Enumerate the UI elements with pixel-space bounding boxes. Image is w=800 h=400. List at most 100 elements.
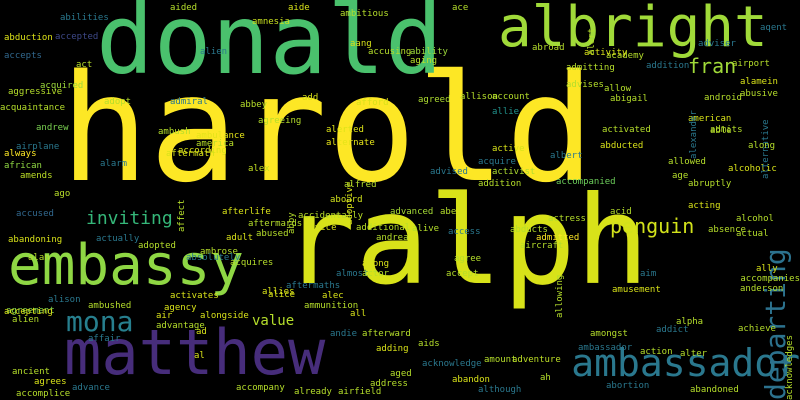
word-always: always bbox=[4, 149, 37, 159]
word-albright: albright bbox=[498, 0, 768, 60]
word-allowing: allowing bbox=[555, 274, 565, 319]
word-abusive: abusive bbox=[740, 89, 778, 99]
word-alex: alex bbox=[248, 164, 270, 174]
word-accomplice: accomplice bbox=[16, 389, 71, 399]
word-abducts: abducts bbox=[510, 225, 548, 235]
word-ability: ability bbox=[410, 47, 448, 57]
word-abused: abused bbox=[256, 229, 289, 239]
word-fran: fran bbox=[688, 54, 737, 78]
word-all: all bbox=[350, 309, 367, 319]
word-african: african bbox=[4, 161, 42, 171]
word-addict: addict bbox=[656, 325, 689, 335]
word-alamein: alamein bbox=[740, 77, 778, 87]
word-activated: activated bbox=[602, 125, 651, 135]
word-access: access bbox=[448, 227, 481, 237]
word-aids: aids bbox=[418, 339, 440, 349]
word-accused: accused bbox=[16, 209, 54, 219]
word-afterward: afterward bbox=[362, 329, 411, 339]
word-alfred: alfred bbox=[344, 180, 377, 190]
word-acquire: acquire bbox=[478, 157, 516, 167]
word-absolutely: absolutely bbox=[186, 253, 241, 263]
word-airfield: airfield bbox=[338, 387, 382, 397]
word-advance: advance bbox=[72, 383, 110, 393]
word-aqent: aqent bbox=[760, 23, 788, 33]
word-aircraft: aircraft bbox=[520, 241, 564, 251]
word-address: address bbox=[370, 379, 408, 389]
word-america: america bbox=[196, 139, 234, 149]
word-ambrose: ambrose bbox=[200, 247, 238, 257]
word-ambulance: ambulance bbox=[196, 131, 245, 141]
word-abruptly: abruptly bbox=[688, 179, 732, 189]
word-admiral: admiral bbox=[170, 97, 208, 107]
word-ambush: ambush bbox=[158, 127, 191, 137]
word-activist: activist bbox=[492, 167, 536, 177]
word-actually: actually bbox=[96, 234, 140, 244]
word-abandoned: abandoned bbox=[690, 385, 739, 395]
word-admits: admits bbox=[710, 125, 743, 135]
word-abigail: abigail bbox=[610, 94, 648, 104]
word-actor: actor bbox=[362, 269, 390, 279]
word-accompanies: accompanies bbox=[740, 274, 800, 284]
word-accepting: accepting bbox=[4, 307, 53, 317]
word-acid: acid bbox=[610, 207, 632, 217]
word-along: along bbox=[748, 141, 776, 151]
word-allison: allison bbox=[460, 92, 498, 102]
word-ambushed: ambushed bbox=[88, 301, 132, 311]
word-alerted: alerted bbox=[326, 125, 364, 135]
word-accidentally: accidentally bbox=[298, 211, 364, 221]
word-aftermaths: aftermaths bbox=[286, 281, 341, 291]
word-amongst: amongst bbox=[590, 329, 628, 339]
word-accusing: accusing bbox=[368, 47, 412, 57]
word-abduction: abduction bbox=[4, 33, 53, 43]
word-andie: andie bbox=[330, 329, 358, 339]
word-additional: additional bbox=[356, 223, 411, 233]
word-abortion: abortion bbox=[606, 381, 650, 391]
word-advice: advice bbox=[304, 223, 337, 233]
word-amusement: amusement bbox=[612, 285, 661, 295]
word-adult: adult bbox=[226, 233, 254, 243]
word-mona: mona bbox=[66, 305, 134, 338]
word-admitted: admitted bbox=[536, 233, 580, 243]
word-aided: aided bbox=[170, 3, 198, 13]
word-alien: alien bbox=[200, 47, 228, 57]
word-andrew: andrew bbox=[36, 123, 69, 133]
word-age: age bbox=[672, 171, 689, 181]
word-addition: addition bbox=[478, 179, 522, 189]
word-acquaintance: acquaintance bbox=[0, 103, 66, 113]
word-agreeing: agreeing bbox=[258, 116, 302, 126]
word-aim: aim bbox=[640, 269, 657, 279]
word-advantage: advantage bbox=[156, 321, 205, 331]
word-ambassador: ambassador bbox=[578, 343, 633, 353]
word-acknowledge: acknowledge bbox=[422, 359, 482, 369]
word-abbey: abbey bbox=[240, 100, 268, 110]
word-activates: activates bbox=[170, 291, 219, 301]
word-able: able bbox=[710, 126, 732, 136]
word-advises: advises bbox=[566, 80, 604, 90]
word-account: account bbox=[492, 92, 530, 102]
word-affair: affair bbox=[88, 334, 121, 344]
word-accompany: accompany bbox=[236, 383, 285, 393]
word-ally: ally bbox=[756, 264, 778, 274]
word-amends: amends bbox=[20, 171, 53, 181]
word-android: android bbox=[704, 93, 742, 103]
word-agrees: agrees bbox=[34, 377, 67, 387]
word-ah: ah bbox=[540, 373, 551, 383]
word-aboard: aboard bbox=[330, 195, 363, 205]
word-alarm: alarm bbox=[100, 159, 128, 169]
word-alternate: alternate bbox=[326, 138, 375, 148]
word-accept: accept bbox=[446, 269, 479, 279]
word-acknowledges: acknowledges bbox=[785, 334, 795, 400]
word-accepts: accepts bbox=[4, 51, 42, 61]
word-alert: alert bbox=[587, 27, 597, 55]
word-agreed: agreed bbox=[418, 95, 451, 105]
word-allie: allie bbox=[492, 107, 520, 117]
word-alongside: alongside bbox=[200, 311, 249, 321]
word-adviser: adviser bbox=[698, 39, 736, 49]
word-albert: albert bbox=[550, 151, 583, 161]
word-air: air bbox=[156, 311, 173, 321]
word-acquires: acquires bbox=[230, 258, 274, 268]
word-already: already bbox=[294, 387, 332, 397]
word-abducted: abducted bbox=[600, 141, 644, 151]
word-abe: abe bbox=[440, 207, 457, 217]
